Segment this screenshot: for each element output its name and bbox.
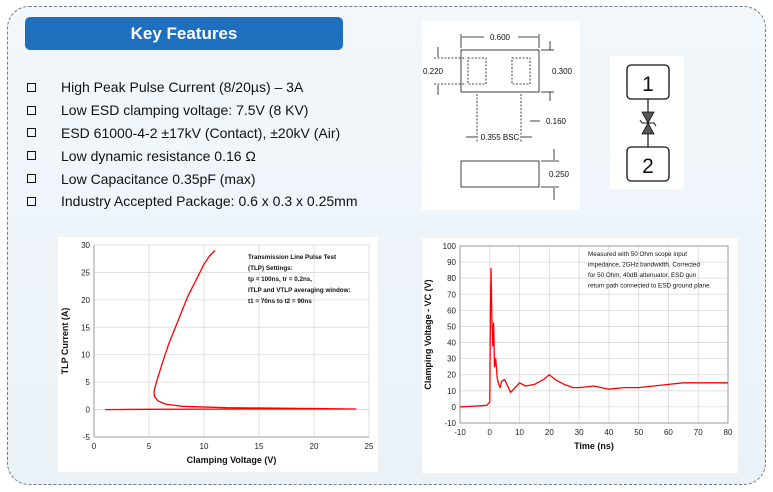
dim-height: 0.300 bbox=[552, 67, 573, 76]
x-tick-label: 0 bbox=[488, 428, 493, 437]
chart-annotation: for 50 Ohm, 40dB attenuator. ESD gun bbox=[588, 272, 697, 279]
package-outline-diagram: 0.600 0.300 0.220 0.355 BSC 0.160 0.250 bbox=[423, 33, 573, 200]
pin-1-label: 1 bbox=[642, 73, 654, 96]
feature-text: High Peak Pulse Current (8/20µs) – 3A bbox=[61, 79, 304, 96]
chart-annotation: (TLP) Settings: bbox=[248, 265, 293, 272]
list-item: High Peak Pulse Current (8/20µs) – 3A bbox=[27, 76, 407, 99]
list-item: Low ESD clamping voltage: 7.5V (8 KV) bbox=[27, 99, 407, 122]
dim-thickness: 0.250 bbox=[549, 170, 570, 179]
x-tick-label: -10 bbox=[454, 428, 466, 437]
y-tick-label: 15 bbox=[81, 323, 90, 332]
data-line bbox=[104, 250, 357, 411]
chart-annotation: return path connected to ESD ground plan… bbox=[588, 283, 711, 290]
feature-text: ESD 61000-4-2 ±17kV (Contact), ±20kV (Ai… bbox=[61, 124, 341, 141]
x-tick-label: 70 bbox=[694, 428, 703, 437]
y-tick-label: 0 bbox=[86, 406, 91, 415]
package-drawing: 0.600 0.300 0.220 0.355 BSC 0.160 0.250 bbox=[422, 21, 580, 210]
x-tick-label: 10 bbox=[515, 428, 524, 437]
y-tick-label: 80 bbox=[447, 274, 456, 283]
x-tick-label: 5 bbox=[147, 442, 152, 451]
section-title: Key Features bbox=[25, 17, 343, 50]
feature-text: Low ESD clamping voltage: 7.5V (8 KV) bbox=[61, 102, 309, 119]
checkbox-icon bbox=[27, 174, 36, 184]
pin-2-label: 2 bbox=[642, 155, 654, 178]
x-tick-label: 20 bbox=[545, 428, 554, 437]
x-tick-label: 20 bbox=[310, 442, 319, 451]
chart-annotation: ITLP and VTLP averaging window: bbox=[248, 287, 351, 294]
data-line bbox=[459, 267, 728, 408]
y-tick-label: 30 bbox=[447, 355, 456, 364]
x-tick-label: 0 bbox=[92, 442, 97, 451]
feature-text: Industry Accepted Package: 0.6 x 0.3 x 0… bbox=[61, 193, 358, 210]
y-tick-label: 70 bbox=[447, 290, 456, 299]
y-axis-label: Clamping Voltage - VC (V) bbox=[423, 279, 433, 389]
y-tick-label: 50 bbox=[447, 322, 456, 331]
plot-area bbox=[459, 245, 729, 424]
list-item: Low Capacitance 0.35pF (max) bbox=[27, 167, 407, 190]
y-tick-label: 10 bbox=[447, 387, 456, 396]
checkbox-icon bbox=[27, 128, 36, 138]
device-symbol: 1 2 bbox=[610, 56, 684, 189]
y-tick-label: 40 bbox=[447, 339, 456, 348]
checkbox-icon bbox=[27, 105, 36, 115]
feature-list: High Peak Pulse Current (8/20µs) – 3A Lo… bbox=[27, 76, 407, 213]
x-tick-label: 80 bbox=[724, 428, 733, 437]
chart-annotation: tp = 100ns, tr = 0.2ns, bbox=[248, 276, 312, 283]
y-tick-label: -10 bbox=[444, 419, 456, 428]
y-tick-label: 5 bbox=[86, 378, 91, 387]
chart-annotation: Transmission Line Pulse Test bbox=[248, 254, 337, 261]
esd-clamping-chart: -10 0 10 20 30 40 50 60 70 80 -10 0 10 20 30 40 50 60 70 80… bbox=[423, 242, 733, 451]
x-axis-label: Time (ns) bbox=[574, 441, 614, 451]
x-tick-label: 10 bbox=[200, 442, 209, 451]
y-tick-label: 20 bbox=[447, 371, 456, 380]
checkbox-icon bbox=[27, 82, 36, 92]
feature-text: Low Capacitance 0.35pF (max) bbox=[61, 170, 256, 187]
feature-text: Low dynamic resistance 0.16 Ω bbox=[61, 147, 256, 164]
y-tick-label: 90 bbox=[447, 258, 456, 267]
dim-pad: 0.220 bbox=[423, 67, 444, 76]
y-tick-label: 100 bbox=[443, 242, 457, 251]
checkbox-icon bbox=[27, 196, 36, 206]
chart-annotation: impedance, 2GHz bandwidth. Corrected bbox=[588, 262, 701, 269]
chart-annotation: Measured with 50 Ohm scope input bbox=[588, 251, 687, 258]
x-axis-label: Clamping Voltage (V) bbox=[187, 455, 277, 465]
x-tick-label: 25 bbox=[365, 442, 374, 451]
dim-pad-width: 0.160 bbox=[546, 117, 567, 126]
x-tick-label: 30 bbox=[575, 428, 584, 437]
chart-annotation: t1 = 70ns to t2 = 90ns bbox=[248, 298, 312, 305]
tvs-diode-symbol: 1 2 bbox=[626, 64, 670, 182]
list-item: Industry Accepted Package: 0.6 x 0.3 x 0… bbox=[27, 190, 407, 213]
dim-width: 0.600 bbox=[490, 33, 511, 42]
y-tick-label: 30 bbox=[81, 241, 90, 250]
list-item: Low dynamic resistance 0.16 Ω bbox=[27, 144, 407, 167]
y-tick-label: 25 bbox=[81, 268, 90, 277]
checkbox-icon bbox=[27, 151, 36, 161]
x-tick-label: 40 bbox=[604, 428, 613, 437]
y-tick-label: 0 bbox=[452, 403, 457, 412]
x-tick-label: 50 bbox=[634, 428, 643, 437]
tlp-chart-panel: 0 5 10 15 20 25 -5 0 5 10 15 20 25 30 Clamping Voltage… bbox=[58, 237, 378, 472]
y-axis-label: TLP Current (A) bbox=[60, 308, 70, 375]
x-tick-label: 60 bbox=[664, 428, 673, 437]
esd-chart-panel: -10 0 10 20 30 40 50 60 70 80 -10 0 10 20 30 40 50 60 70 80… bbox=[422, 238, 738, 473]
y-tick-label: 10 bbox=[81, 351, 90, 360]
y-tick-label: 60 bbox=[447, 306, 456, 315]
y-tick-label: 20 bbox=[81, 296, 90, 305]
dim-pitch: 0.355 BSC bbox=[481, 133, 520, 142]
x-tick-label: 15 bbox=[255, 442, 264, 451]
list-item: ESD 61000-4-2 ±17kV (Contact), ±20kV (Ai… bbox=[27, 122, 407, 145]
y-tick-label: -5 bbox=[83, 433, 91, 442]
